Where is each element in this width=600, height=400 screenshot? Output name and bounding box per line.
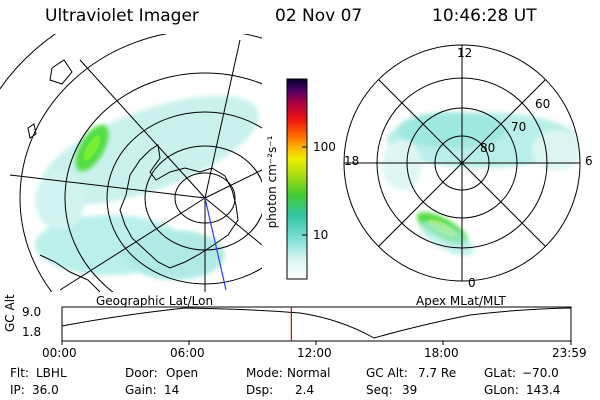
status-filter-key: Flt: [10,366,29,380]
timeline-xtick-3: 18:00 [424,346,459,360]
mlat-label-70: 70 [511,120,527,134]
header-date: 02 Nov 07 [275,6,363,26]
status-gain-key: Gain: [125,383,157,397]
status-glat-value: −70.0 [522,366,559,380]
timeline-ytick-top: 9.0 [22,305,42,319]
status-dsp-key: Dsp: [246,383,274,397]
status-seq-key: Seq: [366,383,393,397]
status-door-value: Open [166,366,199,380]
timeline-ytick-bottom: 1.8 [22,325,42,339]
status-door-key: Door: [125,366,158,380]
timeline-ylabel: GC Alt [3,294,17,332]
status-glon-key: GLon: [484,383,519,397]
timeline-xtick-4: 23:59 [552,346,587,360]
polar-mlt-map [343,44,581,282]
timeline-xtick-1: 06:00 [170,346,205,360]
mlt-label-12: 12 [457,46,473,60]
mlat-label-60: 60 [535,97,551,111]
status-glat-key: GLat: [484,366,517,380]
status-seq-value: 39 [402,383,418,397]
mlt-label-18: 18 [344,154,360,168]
status-mode-value: Normal [287,366,331,380]
status-dsp-value: 2.4 [295,383,315,397]
right-panel-label: Apex MLat/MLT [416,294,506,308]
status-glon-value: 143.4 [526,383,561,397]
colorbar-unit-label: photon cm⁻²s⁻¹ [265,135,279,229]
status-gcalt-key: GC Alt: [366,366,408,380]
status-filter-value: LBHL [36,366,67,380]
status-gain-value: 14 [164,383,180,397]
status-ip-value: 36.0 [32,383,59,397]
colorbar-tick-label-10: 10 [313,228,329,242]
auroral-emission-right [382,112,580,190]
colorbar-tick-label-100: 100 [313,140,336,154]
status-ip-key: IP: [10,383,25,397]
colorbar [286,78,308,280]
status-gcalt-value: 7.7 Re [418,366,457,380]
timeline-xtick-0: 00:00 [42,346,77,360]
left-panel-label: Geographic Lat/Lon [96,294,214,308]
footprint-trace [204,197,227,291]
auroral-emission-left [35,95,259,280]
altitude-curve [61,307,572,339]
header-time: 10:46:28 UT [432,6,537,26]
instrument-title: Ultraviolet Imager [45,6,199,26]
status-mode-key: Mode: [246,366,283,380]
timeline-xtick-2: 12:00 [297,346,332,360]
altitude-timeline [61,306,572,345]
mlat-label-80: 80 [480,141,496,155]
mlt-label-0: 0 [468,276,476,290]
geographic-map [0,34,262,292]
mlt-label-6: 6 [585,154,593,168]
antarctica-outline [119,144,239,269]
